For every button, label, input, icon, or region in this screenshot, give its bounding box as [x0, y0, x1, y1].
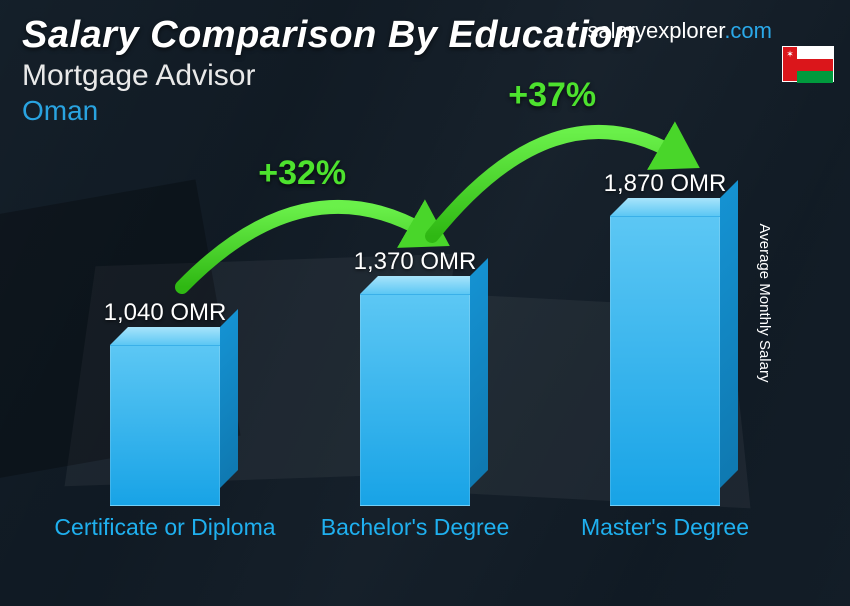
bar-chart: 1,040 OMR 1,370 OMR 1,870 OMR Certificate … — [40, 150, 790, 578]
increase-pct-label: +37% — [508, 76, 596, 115]
bars-container: 1,040 OMR 1,370 OMR 1,870 OMR — [40, 150, 790, 506]
bar-group: 1,870 OMR — [540, 170, 790, 506]
bar-group: 1,040 OMR — [40, 299, 290, 506]
bar-top-face — [360, 276, 488, 294]
bar-value-label: 1,870 OMR — [604, 170, 727, 198]
bar-value-label: 1,370 OMR — [354, 248, 477, 276]
flag-stripe — [797, 71, 833, 83]
bar-top-face — [610, 198, 738, 216]
bar — [360, 294, 470, 506]
x-axis-label: Certificate or Diploma — [40, 514, 290, 578]
bar-front-face — [610, 216, 720, 506]
bar-front-face — [360, 294, 470, 506]
bar-top-face — [110, 327, 238, 345]
page-title: Salary Comparison By Education — [22, 14, 637, 57]
bar — [110, 345, 220, 506]
brand-domain: .com — [724, 18, 772, 43]
bar-value-label: 1,040 OMR — [104, 299, 227, 327]
infographic-root: Salary Comparison By Education Mortgage … — [0, 0, 850, 606]
flag-stripe — [797, 47, 833, 59]
x-labels-container: Certificate or DiplomaBachelor's DegreeM… — [40, 514, 790, 578]
brand-logo: salaryexplorer.com — [587, 18, 772, 44]
bar-side-face — [470, 258, 488, 488]
bar-side-face — [720, 180, 738, 488]
x-axis-label: Bachelor's Degree — [290, 514, 540, 578]
flag-emblem-icon: ✶ — [785, 49, 795, 59]
bar — [610, 216, 720, 506]
x-axis-label: Master's Degree — [540, 514, 790, 578]
brand-name: salaryexplorer — [587, 18, 724, 43]
flag-stripe — [797, 59, 833, 71]
bar-front-face — [110, 345, 220, 506]
bar-side-face — [220, 309, 238, 488]
increase-pct-label: +32% — [258, 154, 346, 193]
country-flag-icon: ✶ — [782, 46, 834, 82]
bar-group: 1,370 OMR — [290, 248, 540, 506]
